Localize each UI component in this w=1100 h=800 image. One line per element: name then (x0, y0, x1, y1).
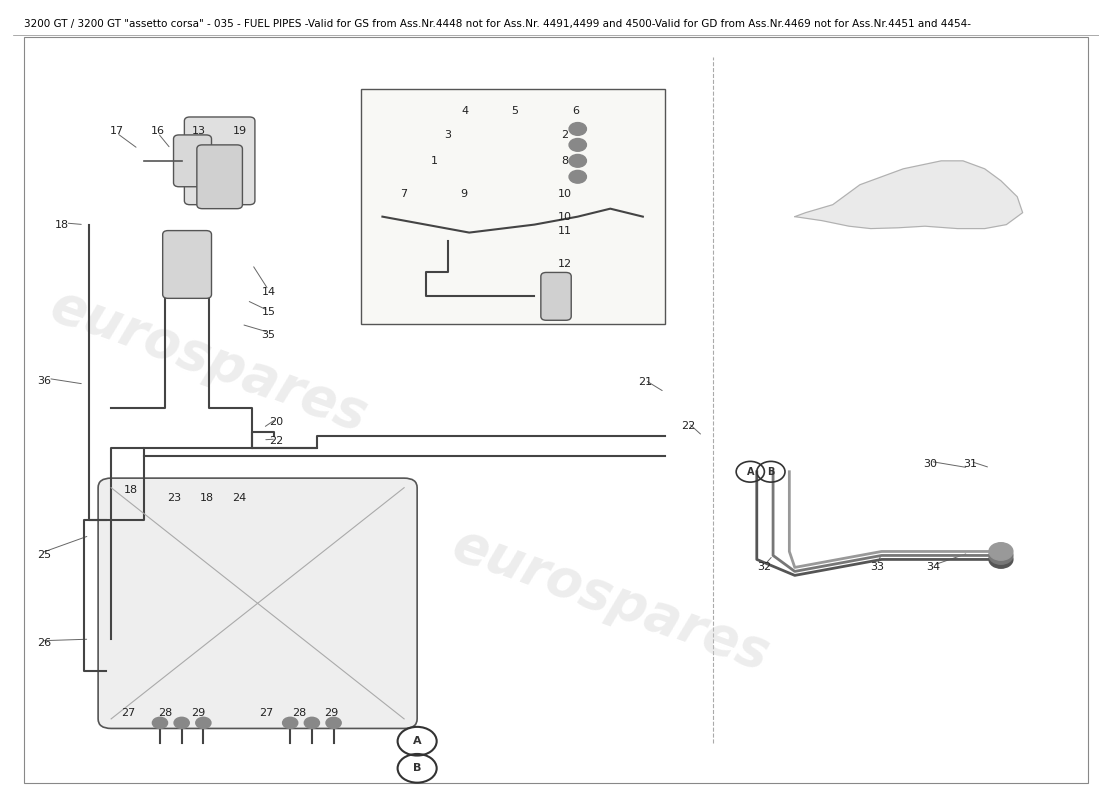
Circle shape (305, 718, 319, 729)
Text: 35: 35 (262, 330, 275, 340)
Text: 19: 19 (233, 126, 248, 135)
Text: 34: 34 (926, 562, 940, 573)
Text: 4: 4 (461, 106, 469, 117)
Circle shape (989, 546, 1013, 564)
Text: 1: 1 (431, 156, 438, 166)
Text: 22: 22 (681, 421, 695, 430)
Text: 5: 5 (512, 106, 518, 117)
Text: 26: 26 (36, 638, 51, 648)
Text: B: B (767, 466, 774, 477)
Polygon shape (795, 161, 1023, 229)
Circle shape (569, 138, 586, 151)
Text: 14: 14 (262, 287, 275, 298)
Text: 3: 3 (444, 130, 451, 140)
Text: 15: 15 (262, 307, 275, 318)
Text: 28: 28 (158, 707, 173, 718)
Circle shape (989, 542, 1013, 560)
Text: 24: 24 (232, 493, 246, 503)
FancyBboxPatch shape (98, 478, 417, 729)
Text: 2: 2 (561, 130, 569, 140)
FancyBboxPatch shape (174, 135, 211, 186)
Text: 29: 29 (324, 707, 339, 718)
Circle shape (153, 718, 167, 729)
Text: 18: 18 (199, 493, 213, 503)
Circle shape (989, 550, 1013, 568)
Text: 30: 30 (923, 458, 937, 469)
Text: 9: 9 (460, 190, 467, 199)
Text: eurospares: eurospares (43, 278, 374, 442)
Text: 27: 27 (121, 707, 135, 718)
FancyBboxPatch shape (541, 273, 571, 320)
Circle shape (326, 718, 341, 729)
Text: A: A (747, 466, 754, 477)
Text: 22: 22 (268, 437, 283, 446)
Text: 10: 10 (558, 190, 572, 199)
Circle shape (283, 718, 298, 729)
Text: 17: 17 (110, 126, 123, 135)
Text: 31: 31 (964, 458, 978, 469)
Text: 7: 7 (400, 190, 408, 199)
Text: 23: 23 (167, 493, 182, 503)
Text: 36: 36 (37, 376, 51, 386)
Text: 3200 GT / 3200 GT "assetto corsa" - 035 - FUEL PIPES -Valid for GS from Ass.Nr.4: 3200 GT / 3200 GT "assetto corsa" - 035 … (24, 19, 971, 29)
Circle shape (196, 718, 211, 729)
Text: 18: 18 (123, 485, 138, 495)
Text: 27: 27 (260, 707, 274, 718)
Text: 29: 29 (190, 707, 205, 718)
Text: B: B (412, 763, 421, 774)
FancyBboxPatch shape (185, 117, 255, 205)
Text: 6: 6 (572, 106, 579, 117)
Text: 21: 21 (638, 378, 652, 387)
Circle shape (569, 170, 586, 183)
Text: 10: 10 (558, 212, 572, 222)
Text: 16: 16 (151, 126, 165, 135)
Text: 33: 33 (870, 562, 884, 573)
Text: A: A (412, 736, 421, 746)
Text: 13: 13 (192, 126, 206, 135)
Text: 11: 11 (558, 226, 572, 236)
Text: 28: 28 (292, 707, 306, 718)
FancyBboxPatch shape (197, 145, 242, 209)
Text: 25: 25 (36, 550, 51, 561)
FancyBboxPatch shape (163, 230, 211, 298)
Text: 20: 20 (270, 417, 283, 426)
Text: 12: 12 (558, 259, 572, 270)
Circle shape (569, 122, 586, 135)
Text: 32: 32 (757, 562, 771, 573)
Text: eurospares: eurospares (444, 518, 776, 681)
Text: 8: 8 (561, 156, 569, 166)
Circle shape (569, 154, 586, 167)
Text: 18: 18 (55, 220, 69, 230)
Circle shape (174, 718, 189, 729)
Bar (361, 89, 664, 324)
